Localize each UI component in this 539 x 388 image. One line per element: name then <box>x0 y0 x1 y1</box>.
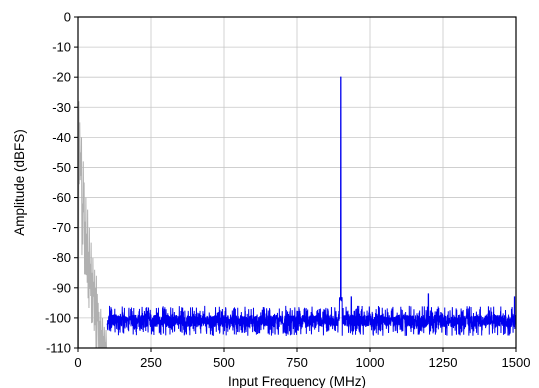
y-axis-label: Amplitude (dBFS) <box>12 129 27 236</box>
y-tick-label: 0 <box>64 10 71 25</box>
y-tick-label: -20 <box>52 70 71 85</box>
y-axis-ticks: 0 -10 -20 -30 -40 -50 -60 -70 -80 -90 -100 -110 <box>45 10 78 356</box>
x-tick-label: 0 <box>74 355 81 370</box>
x-tick-label: 750 <box>286 355 308 370</box>
y-tick-label: -50 <box>52 160 71 175</box>
y-tick-label: -90 <box>52 280 71 295</box>
y-tick-label: -60 <box>52 190 71 205</box>
grid <box>77 16 517 349</box>
y-tick-label: -100 <box>45 310 71 325</box>
y-tick-label: -30 <box>52 100 71 115</box>
series-blue-trace <box>106 76 517 336</box>
x-tick-label: 1500 <box>502 355 531 370</box>
x-tick-label: 1000 <box>356 355 385 370</box>
x-tick-label: 250 <box>140 355 162 370</box>
series-gray-trace <box>77 101 108 349</box>
x-tick-label: 500 <box>213 355 235 370</box>
x-axis-label: Input Frequency (MHz) <box>228 374 366 388</box>
y-tick-label: -110 <box>46 341 71 356</box>
y-tick-label: -40 <box>52 130 71 145</box>
plot-series <box>77 76 517 349</box>
x-tick-label: 1250 <box>429 355 458 370</box>
y-tick-label: -80 <box>52 250 71 265</box>
x-axis-ticks: 0 250 500 750 1000 1250 1500 <box>74 348 530 370</box>
y-tick-label: -70 <box>52 220 71 235</box>
y-tick-label: -10 <box>52 40 71 55</box>
